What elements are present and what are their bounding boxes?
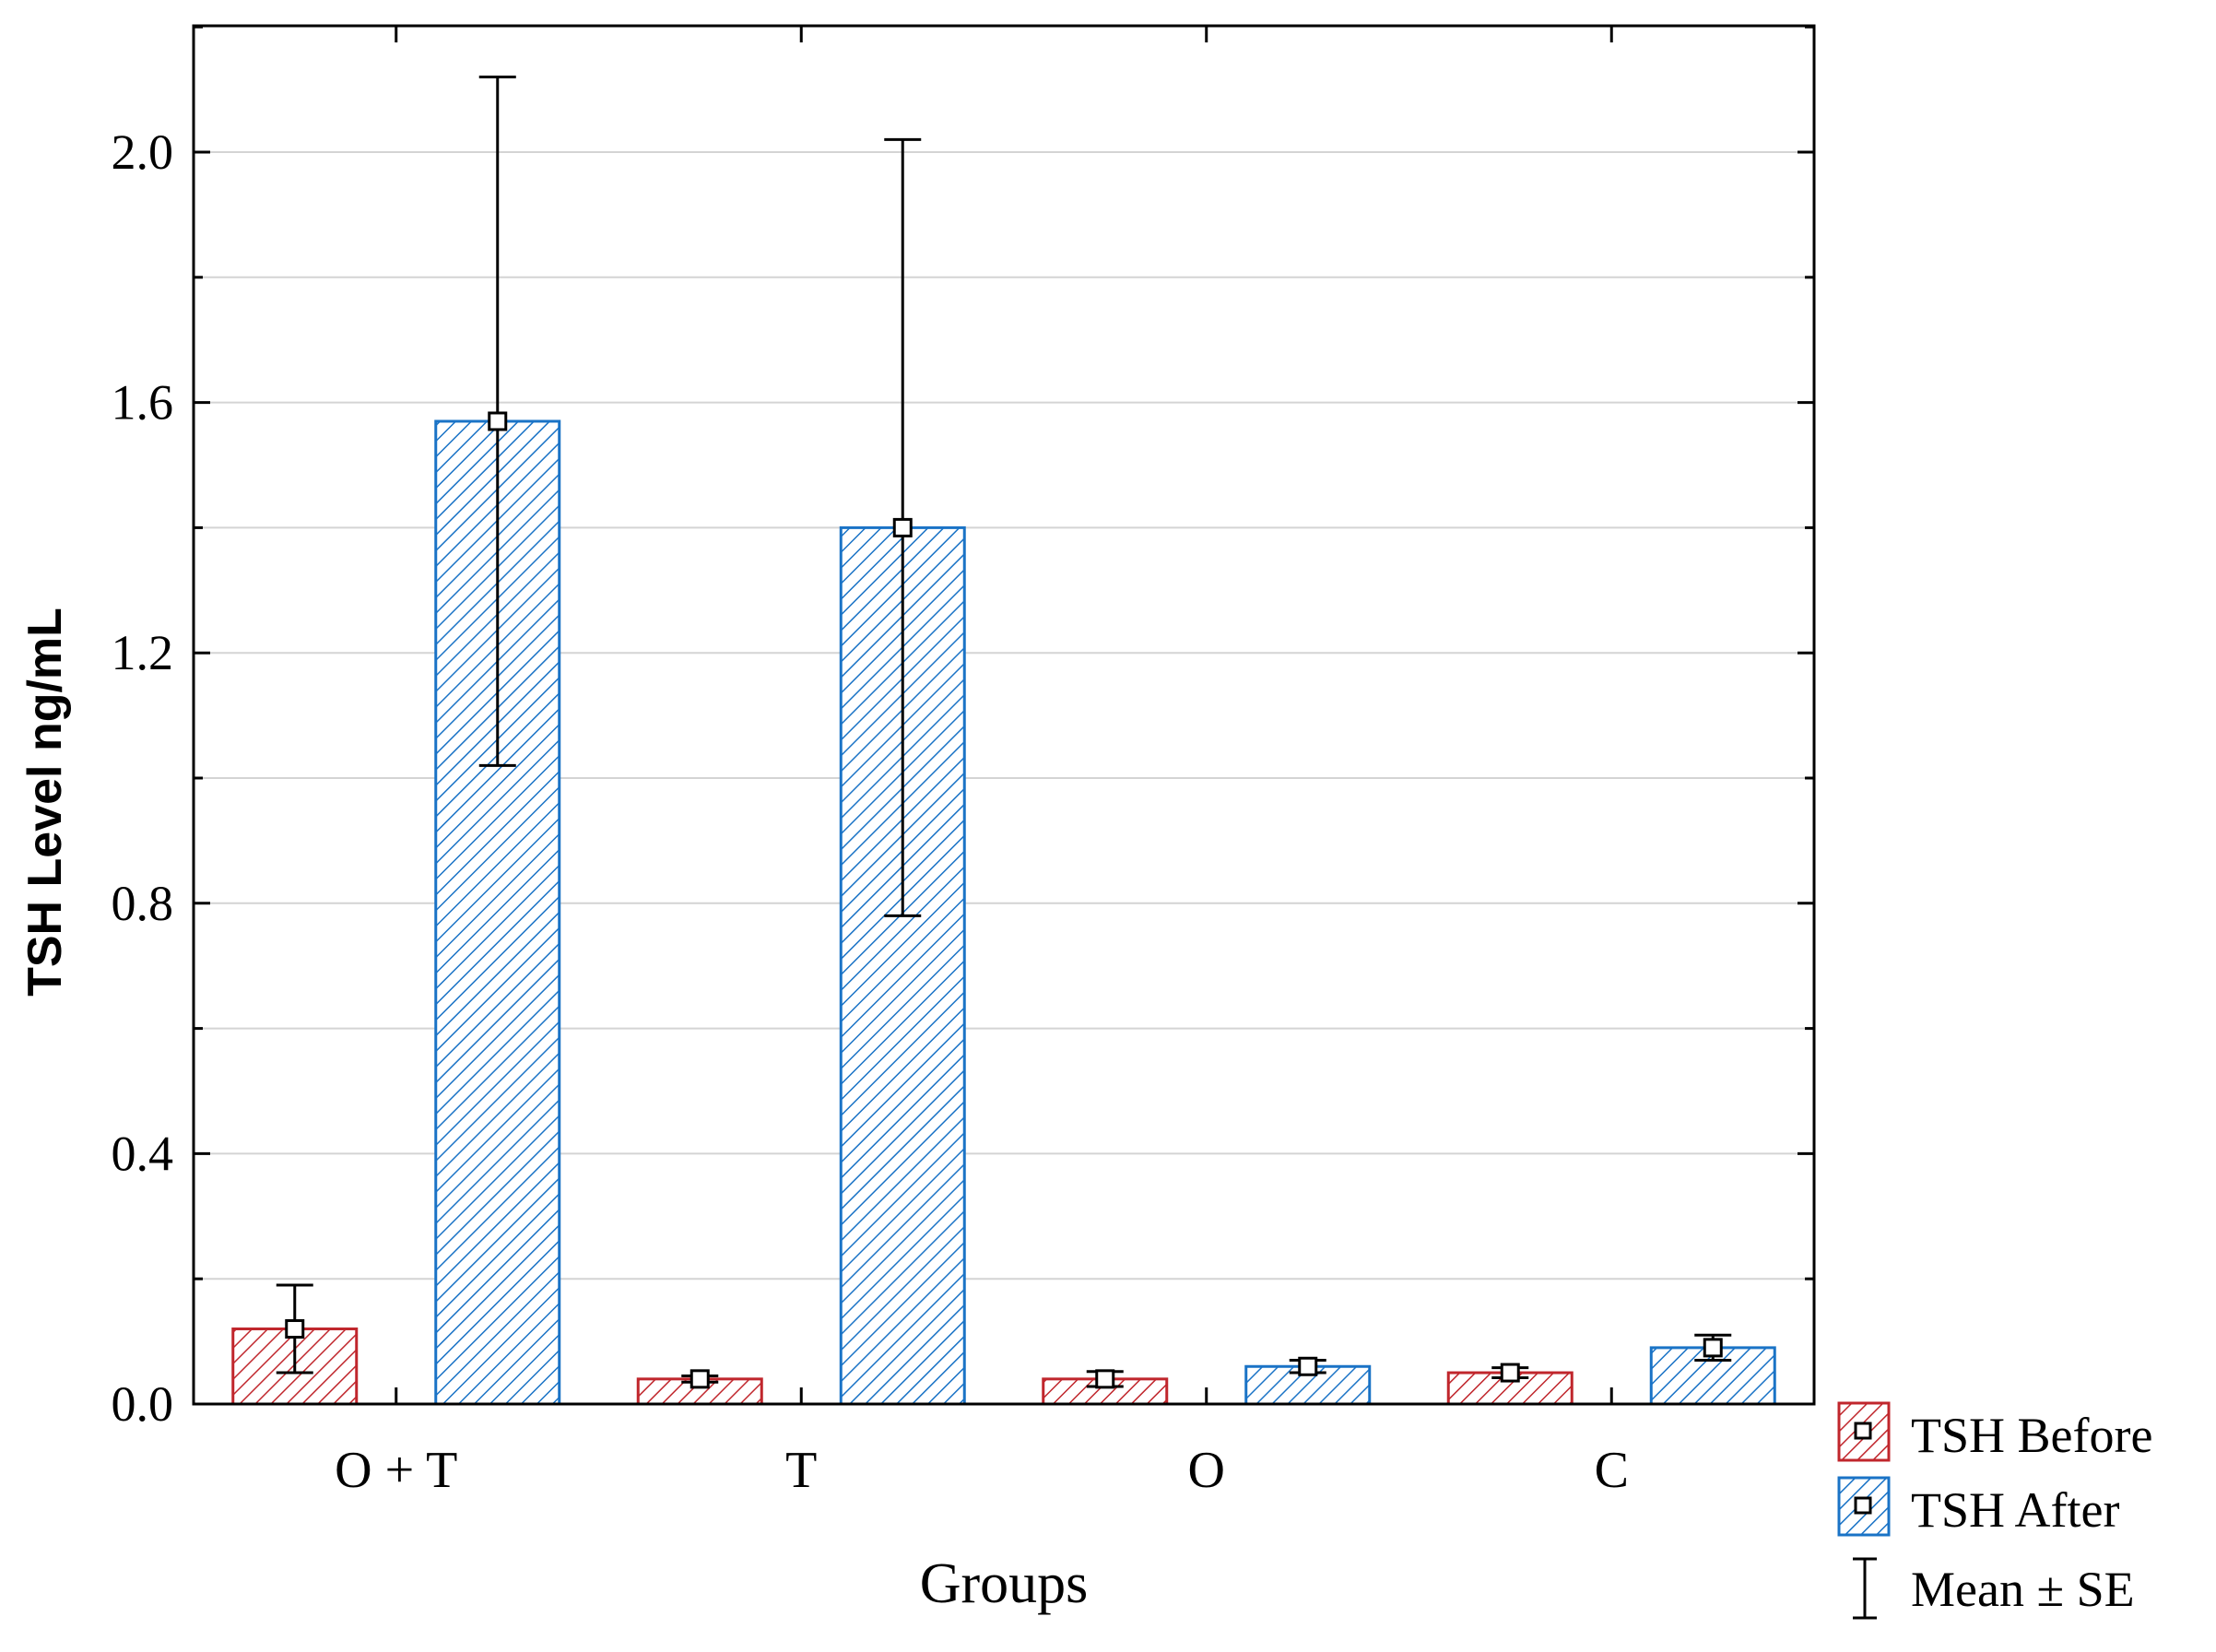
bars [231, 419, 1776, 1406]
x-category-label: T [785, 1442, 817, 1499]
legend-label-errorbar: Mean ± SE [1911, 1562, 2135, 1617]
mean-marker [1095, 1369, 1115, 1389]
x-category-label: O + T [335, 1442, 457, 1499]
mean-marker [1500, 1363, 1520, 1383]
y-axis-title: TSH Level ng/mL [18, 608, 72, 997]
x-category-label: C [1595, 1442, 1629, 1499]
y-tick-label: 1.2 [112, 625, 174, 680]
x-category-label: O [1188, 1442, 1225, 1499]
y-tick-label: 2.0 [112, 124, 174, 180]
mean-marker [488, 411, 508, 431]
mean-marker [285, 1319, 305, 1339]
plot-frame [192, 24, 1816, 1406]
mean-marker [1703, 1338, 1723, 1358]
y-tick-label: 0.8 [112, 876, 174, 931]
legend-label-before: TSH Before [1911, 1408, 2152, 1463]
legend-marker-after [1854, 1496, 1872, 1515]
y-tick-label: 0.0 [112, 1376, 174, 1432]
mean-marker [892, 517, 913, 537]
y-tick-label: 1.6 [112, 375, 174, 431]
mean-marker [690, 1369, 710, 1389]
error-bars [276, 76, 1732, 1389]
legend: TSH Before TSH After Mean ± SE [1837, 1401, 2152, 1620]
legend-errorbar-icon [1853, 1557, 1877, 1620]
y-axis-ticks: 0.0 0.4 0.8 1.2 1.6 2.0 [112, 25, 1814, 1432]
x-axis-categories: O + T T O C [335, 26, 1629, 1499]
legend-label-after: TSH After [1911, 1482, 2119, 1538]
mean-marker [1298, 1356, 1318, 1376]
x-axis-title: Groups [920, 1552, 1089, 1615]
legend-marker-before [1854, 1422, 1872, 1440]
y-tick-label: 0.4 [112, 1126, 174, 1181]
